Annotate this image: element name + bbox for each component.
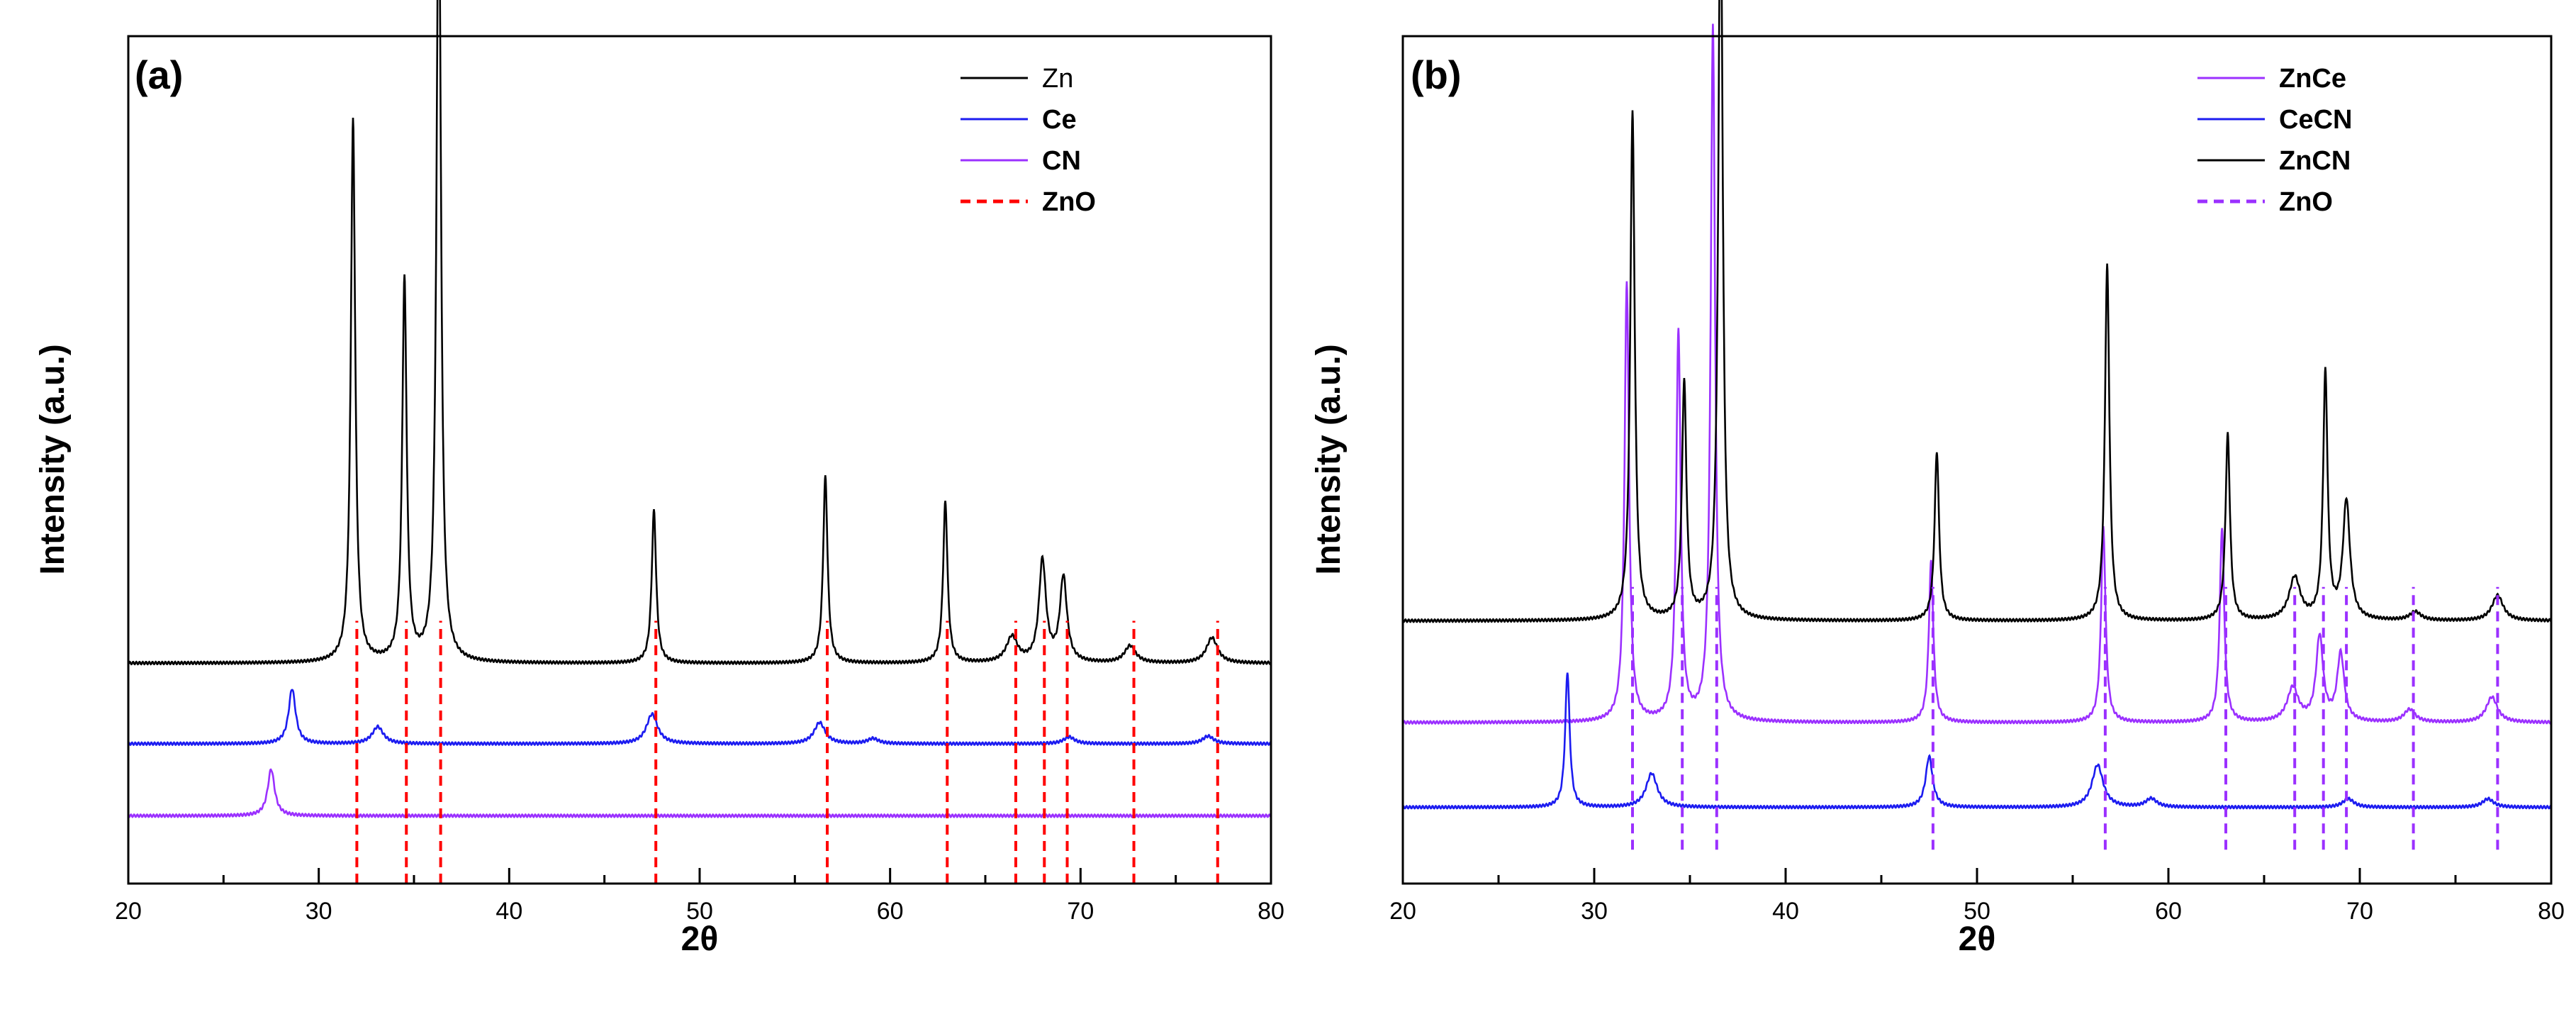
series-line-znce xyxy=(1401,23,2553,725)
x-tick-label: 30 xyxy=(306,898,332,925)
series-line-zncn xyxy=(1401,0,2552,623)
x-tick-label: 20 xyxy=(115,898,142,925)
legend-item-znce: ZnCe xyxy=(2197,64,2346,94)
legend-label: ZnO xyxy=(2279,187,2333,217)
legend-item-zncn: ZnCN xyxy=(2197,146,2351,176)
legend-label: ZnCe xyxy=(2279,64,2346,94)
panel-b-series xyxy=(1401,0,2553,850)
legend-label: Zn xyxy=(1042,64,1073,94)
x-tick-label: 40 xyxy=(495,898,522,925)
panel-a-x-axis-title: 2θ xyxy=(681,920,719,958)
panel-b-y-axis-title: Intensity (a.u.) xyxy=(1310,344,1348,574)
x-tick-label: 80 xyxy=(2538,898,2565,925)
panel-a-series xyxy=(127,0,1272,884)
x-tick-label: 60 xyxy=(877,898,904,925)
legend-item-ce: Ce xyxy=(961,105,1077,135)
panel-b-frame xyxy=(1401,35,2553,885)
legend-item-zno: ZnO xyxy=(961,187,1096,217)
x-tick-label: 70 xyxy=(2346,898,2373,925)
panel-a-frame xyxy=(127,35,1272,885)
panel-a-label: (a) xyxy=(135,52,183,97)
legend-item-zno: ZnO xyxy=(2197,187,2333,217)
series-line-zn xyxy=(128,0,1272,666)
legend-label: Ce xyxy=(1042,105,1077,135)
legend-item-zn: Zn xyxy=(961,64,1073,94)
legend-label: ZnCN xyxy=(2279,146,2351,176)
x-tick-label: 40 xyxy=(1772,898,1799,925)
panel-b-x-axis-title: 2θ xyxy=(1959,920,1996,958)
series-line-cecn xyxy=(1402,672,2553,810)
panel-b: 20 30 40 50 60 70 80 (b) 2θ Intensity (a.u.) Z… xyxy=(1310,0,2565,958)
panel-a: 20 30 40 50 60 70 80 (a) 2θ Intensity (a.u.) Z… xyxy=(34,0,1284,958)
series-line-cn xyxy=(127,768,1272,819)
legend-item-cecn: CeCN xyxy=(2197,105,2352,135)
panel-b-legend: ZnCe CeCN ZnCN ZnO xyxy=(2197,64,2352,217)
x-tick-label: 50 xyxy=(1964,898,1990,925)
x-tick-label: 80 xyxy=(1258,898,1284,925)
legend-label: CN xyxy=(1042,146,1081,176)
legend-label: ZnO xyxy=(1042,187,1096,217)
panel-a-x-ticks: 20 30 40 50 60 70 80 xyxy=(115,868,1284,925)
x-tick-label: 50 xyxy=(686,898,713,925)
series-line-ce xyxy=(128,689,1272,747)
legend-item-cn: CN xyxy=(961,146,1081,176)
panel-a-y-axis-title: Intensity (a.u.) xyxy=(34,344,72,574)
legend-label: CeCN xyxy=(2279,105,2352,135)
panel-b-x-ticks: 20 30 40 50 60 70 80 xyxy=(1389,868,2565,925)
x-tick-label: 70 xyxy=(1067,898,1094,925)
x-tick-label: 30 xyxy=(1581,898,1608,925)
panel-b-label: (b) xyxy=(1411,52,1462,97)
x-tick-label: 20 xyxy=(1389,898,1416,925)
x-tick-label: 60 xyxy=(2155,898,2182,925)
panel-a-legend: Zn Ce CN ZnO xyxy=(961,64,1096,217)
